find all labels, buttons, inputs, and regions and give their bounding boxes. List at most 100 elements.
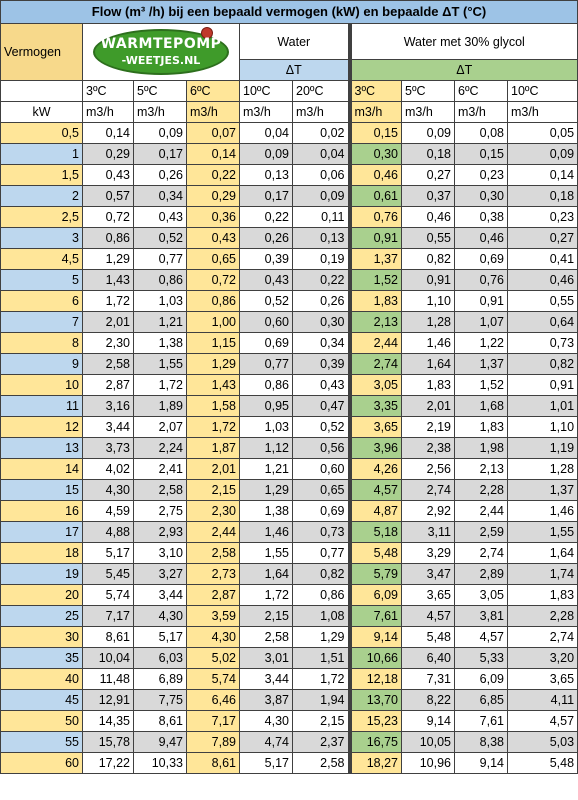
water-3c-cell: 7,17	[82, 605, 134, 627]
kw-cell: 4,5	[0, 248, 83, 270]
table-row: 8 2,30 1,38 1,15 0,69 0,34 2,44 1,46 1,22 0,73	[0, 332, 578, 354]
glycol-10c-cell: 3,65	[506, 668, 578, 690]
logo-text-line2: -WEETJES.NL	[121, 54, 201, 67]
water-3c-cell: 1,72	[82, 290, 134, 312]
water-20c-cell: 0,30	[292, 311, 352, 333]
glycol-5c-cell: 8,22	[401, 689, 455, 711]
warmtepomp-logo: WARMTEPOMP -WEETJES.NL	[89, 27, 233, 77]
unit-header: m3/h	[292, 101, 352, 123]
water-20c-cell: 0,04	[292, 143, 352, 165]
glycol-6c-cell: 2,59	[454, 521, 508, 543]
glycol-10c-cell: 1,64	[506, 542, 578, 564]
glycol-10c-cell: 2,28	[506, 605, 578, 627]
glycol-5c-cell: 0,18	[401, 143, 455, 165]
glycol-3c-cell: 0,76	[349, 206, 402, 228]
glycol-10c-cell: 0,64	[506, 311, 578, 333]
kw-cell: 19	[0, 563, 83, 585]
glycol-10c-cell: 0,23	[506, 206, 578, 228]
table-row: 55 15,78 9,47 7,89 4,74 2,37 16,75 10,05 8,38 5,0…	[0, 731, 578, 753]
glycol-6c-cell: 2,89	[454, 563, 508, 585]
water-10c-cell: 4,74	[239, 731, 293, 753]
kw-cell: 11	[0, 395, 83, 417]
water-3c-cell: 0,57	[82, 185, 134, 207]
water-3c-cell: 10,04	[82, 647, 134, 669]
water-3c-cell: 2,01	[82, 311, 134, 333]
water-10c-cell: 0,60	[239, 311, 293, 333]
kw-cell: 20	[0, 584, 83, 606]
glycol-10c-cell: 0,14	[506, 164, 578, 186]
glycol-5c-cell: 0,91	[401, 269, 455, 291]
glycol-5c-cell: 2,74	[401, 479, 455, 501]
water-5c-cell: 6,89	[133, 668, 187, 690]
glycol-3c-cell: 1,83	[349, 290, 402, 312]
water-3c-cell: 1,29	[82, 248, 134, 270]
glycol-6c-cell: 3,81	[454, 605, 508, 627]
table-row: 35 10,04 6,03 5,02 3,01 1,51 10,66 6,40 5,33 3,20	[0, 647, 578, 669]
glycol-3c-cell: 2,13	[349, 311, 402, 333]
glycol-5c-cell: 9,14	[401, 710, 455, 732]
glycol-header: Water met 30% glycol	[348, 23, 578, 60]
flow-table: Flow (m³ /h) bij een bepaald vermogen (k…	[0, 0, 578, 774]
water-3c-cell: 2,58	[82, 353, 134, 375]
water-20c-cell: 0,11	[292, 206, 352, 228]
glycol-6c-cell: 1,68	[454, 395, 508, 417]
table-row: 11 3,16 1,89 1,58 0,95 0,47 3,35 2,01 1,68 1,01	[0, 395, 578, 417]
water-5c-cell: 1,38	[133, 332, 187, 354]
glycol-3c-cell: 5,48	[349, 542, 402, 564]
water-3c-cell: 8,61	[82, 626, 134, 648]
kw-cell: 15	[0, 479, 83, 501]
glycol-6c-cell: 0,30	[454, 185, 508, 207]
glycol-3c-cell: 1,37	[349, 248, 402, 270]
water-6c-cell: 2,30	[186, 500, 240, 522]
water-10c-cell: 3,01	[239, 647, 293, 669]
glycol-3c-cell: 0,91	[349, 227, 402, 249]
glycol-temp-10: 10ºC	[506, 80, 578, 102]
glycol-3c-cell: 18,27	[349, 752, 402, 774]
glycol-10c-cell: 0,73	[506, 332, 578, 354]
water-6c-cell: 6,46	[186, 689, 240, 711]
table-row: 45 12,91 7,75 6,46 3,87 1,94 13,70 8,22 6,85 4,11	[0, 689, 578, 711]
water-temp-6: 6ºC	[186, 80, 240, 102]
glycol-3c-cell: 5,79	[349, 563, 402, 585]
glycol-5c-cell: 2,38	[401, 437, 455, 459]
glycol-6c-cell: 0,08	[454, 122, 508, 144]
glycol-10c-cell: 4,11	[506, 689, 578, 711]
water-6c-cell: 0,65	[186, 248, 240, 270]
glycol-10c-cell: 3,20	[506, 647, 578, 669]
glycol-5c-cell: 2,19	[401, 416, 455, 438]
table-row: 13 3,73 2,24 1,87 1,12 0,56 3,96 2,38 1,98 1,19	[0, 437, 578, 459]
water-3c-cell: 1,43	[82, 269, 134, 291]
water-6c-cell: 5,02	[186, 647, 240, 669]
kw-cell: 7	[0, 311, 83, 333]
water-20c-cell: 0,69	[292, 500, 352, 522]
unit-header: m3/h	[186, 101, 240, 123]
water-3c-cell: 3,44	[82, 416, 134, 438]
water-3c-cell: 0,72	[82, 206, 134, 228]
water-10c-cell: 0,04	[239, 122, 293, 144]
water-5c-cell: 10,33	[133, 752, 187, 774]
water-5c-cell: 0,86	[133, 269, 187, 291]
table-row: 14 4,02 2,41 2,01 1,21 0,60 4,26 2,56 2,13 1,28	[0, 458, 578, 480]
glycol-6c-cell: 3,05	[454, 584, 508, 606]
glycol-10c-cell: 1,19	[506, 437, 578, 459]
water-20c-cell: 0,86	[292, 584, 352, 606]
water-10c-cell: 1,64	[239, 563, 293, 585]
water-10c-cell: 1,72	[239, 584, 293, 606]
table-row: 60 17,22 10,33 8,61 5,17 2,58 18,27 10,96 9,14 5,…	[0, 752, 578, 774]
kw-cell: 10	[0, 374, 83, 396]
glycol-3c-cell: 3,05	[349, 374, 402, 396]
water-6c-cell: 1,00	[186, 311, 240, 333]
water-5c-cell: 1,55	[133, 353, 187, 375]
water-20c-cell: 0,82	[292, 563, 352, 585]
glycol-6c-cell: 0,69	[454, 248, 508, 270]
water-5c-cell: 3,27	[133, 563, 187, 585]
table-row: 2 0,57 0,34 0,29 0,17 0,09 0,61 0,37 0,30 0,18	[0, 185, 578, 207]
water-3c-cell: 12,91	[82, 689, 134, 711]
glycol-3c-cell: 9,14	[349, 626, 402, 648]
water-3c-cell: 4,59	[82, 500, 134, 522]
water-6c-cell: 7,89	[186, 731, 240, 753]
water-10c-cell: 0,17	[239, 185, 293, 207]
glycol-3c-cell: 4,57	[349, 479, 402, 501]
water-6c-cell: 1,72	[186, 416, 240, 438]
ladybug-icon	[201, 27, 213, 39]
